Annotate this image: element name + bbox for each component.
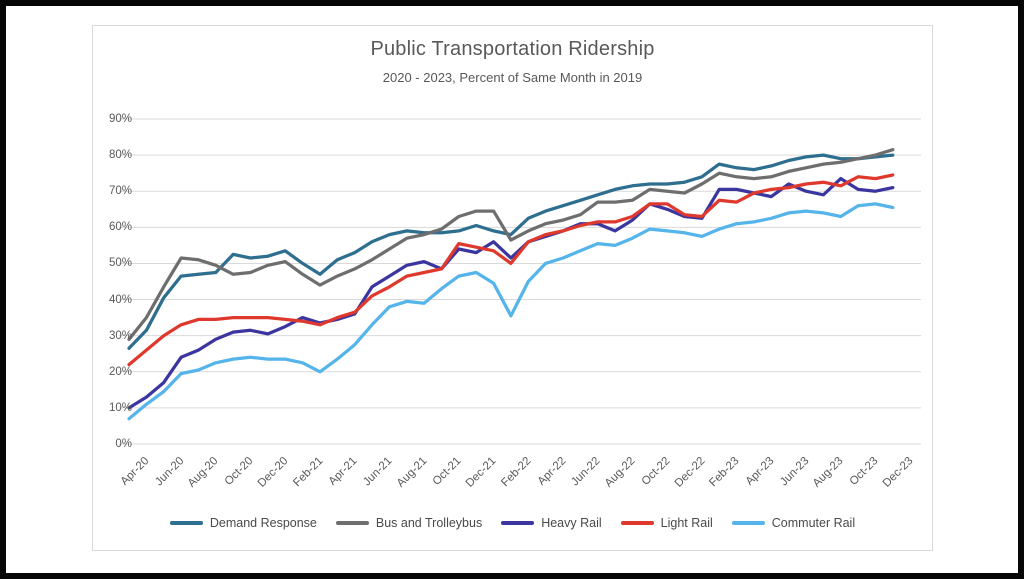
y-axis-tick-label: 60% [108, 221, 132, 234]
legend-item-bus-and-trolleybus: Bus and Trolleybus [335, 516, 483, 530]
y-axis-tick-label: 20% [108, 365, 132, 378]
y-axis-tick-label: 0% [115, 438, 132, 450]
legend-label: Demand Response [209, 516, 317, 530]
series-line-light-rail [127, 173, 895, 367]
line-chart-plot [119, 118, 921, 445]
y-axis-tick-label: 30% [108, 329, 132, 342]
y-axis-tick-label: 80% [108, 149, 132, 162]
legend-line-swatch [169, 520, 203, 526]
y-axis-tick-label: 10% [108, 401, 132, 414]
series-line-demand-response [127, 153, 895, 350]
legend-line-swatch [335, 520, 369, 526]
chart-subtitle: 2020 - 2023, Percent of Same Month in 20… [382, 70, 643, 85]
y-axis-tick-label: 40% [108, 293, 132, 306]
legend-label: Commuter Rail [771, 516, 856, 530]
legend-line-swatch [620, 520, 654, 526]
legend-item-heavy-rail: Heavy Rail [501, 516, 602, 530]
chart-legend: Demand Response Bus and Trolleybus Heavy R… [93, 512, 932, 534]
series-line-commuter-rail [127, 202, 895, 421]
legend-label: Heavy Rail [541, 516, 602, 530]
legend-item-light-rail: Light Rail [620, 516, 713, 530]
series-line-bus-and-trolleybus [127, 148, 895, 341]
legend-line-swatch [501, 520, 535, 526]
series-line-heavy-rail [127, 176, 895, 410]
legend-item-commuter-rail: Commuter Rail [731, 516, 856, 530]
chart-title: Public Transportation Ridership [370, 38, 655, 60]
legend-label: Light Rail [660, 516, 713, 530]
y-axis-tick-label: 90% [108, 113, 132, 125]
legend-item-demand-response: Demand Response [169, 516, 317, 530]
legend-label: Bus and Trolleybus [375, 516, 483, 530]
y-axis-tick-label: 50% [108, 257, 132, 270]
page-background: Public Transportation Ridership 2020 - 2… [6, 6, 1018, 573]
y-axis-tick-label: 70% [108, 185, 132, 198]
chart-card: Public Transportation Ridership 2020 - 2… [92, 25, 933, 551]
legend-line-swatch [731, 520, 765, 526]
